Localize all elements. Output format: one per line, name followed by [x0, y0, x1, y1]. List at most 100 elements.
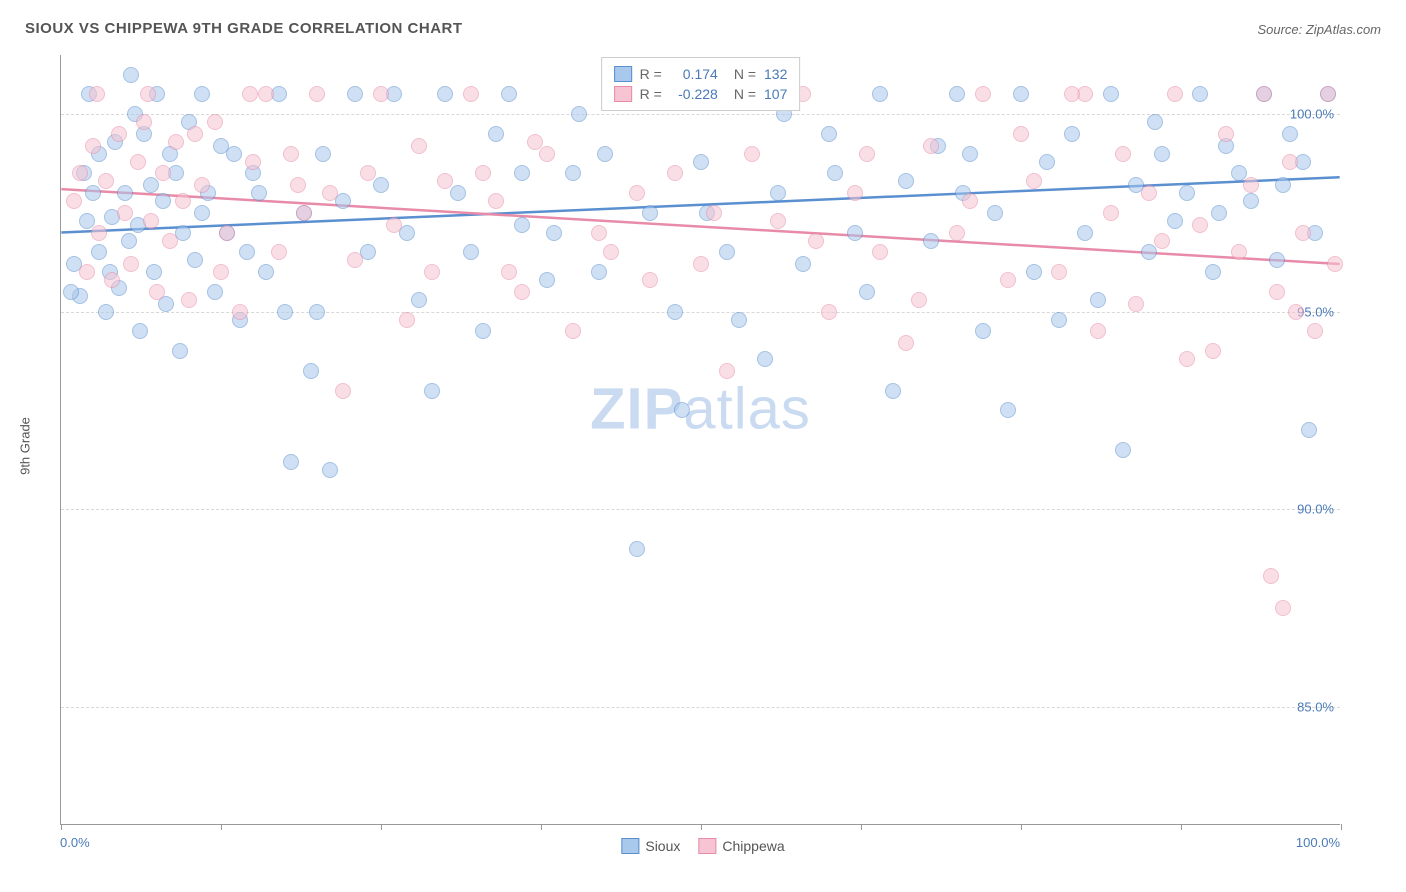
- x-tick: [1021, 824, 1022, 830]
- data-point: [629, 185, 645, 201]
- data-point: [194, 205, 210, 221]
- data-point: [565, 323, 581, 339]
- data-point: [827, 165, 843, 181]
- data-point: [859, 146, 875, 162]
- legend-row: R =-0.228N =107: [614, 84, 788, 104]
- data-point: [226, 146, 242, 162]
- data-point: [1275, 600, 1291, 616]
- data-point: [111, 280, 127, 296]
- x-tick: [1341, 824, 1342, 830]
- data-point: [1307, 225, 1323, 241]
- legend-swatch: [698, 838, 716, 854]
- data-point: [539, 146, 555, 162]
- data-point: [89, 86, 105, 102]
- data-point: [411, 138, 427, 154]
- data-point: [885, 383, 901, 399]
- data-point: [501, 86, 517, 102]
- data-point: [63, 284, 79, 300]
- data-point: [1218, 138, 1234, 154]
- data-point: [821, 126, 837, 142]
- data-point: [335, 193, 351, 209]
- data-point: [1051, 264, 1067, 280]
- data-point: [706, 205, 722, 221]
- data-point: [1256, 86, 1272, 102]
- legend-row: R =0.174N =132: [614, 64, 788, 84]
- data-point: [296, 205, 312, 221]
- data-point: [1147, 114, 1163, 130]
- data-point: [1307, 323, 1323, 339]
- data-point: [373, 177, 389, 193]
- data-point: [79, 213, 95, 229]
- data-point: [335, 383, 351, 399]
- data-point: [847, 225, 863, 241]
- gridline: [61, 707, 1340, 708]
- data-point: [158, 296, 174, 312]
- data-point: [1167, 213, 1183, 229]
- data-point: [1320, 86, 1336, 102]
- data-point: [1211, 205, 1227, 221]
- source-attribution: Source: ZipAtlas.com: [1257, 22, 1381, 37]
- data-point: [923, 233, 939, 249]
- data-point: [155, 165, 171, 181]
- data-point: [565, 165, 581, 181]
- data-point: [949, 86, 965, 102]
- data-point: [219, 225, 235, 241]
- data-point: [1128, 296, 1144, 312]
- data-point: [187, 126, 203, 142]
- legend-n-label: N =: [734, 66, 756, 82]
- data-point: [731, 312, 747, 328]
- data-point: [1103, 86, 1119, 102]
- data-point: [674, 402, 690, 418]
- gridline: [61, 509, 1340, 510]
- legend-swatch: [614, 66, 632, 82]
- data-point: [1275, 177, 1291, 193]
- data-point: [475, 165, 491, 181]
- legend-r-value: -0.228: [670, 86, 718, 102]
- data-point: [187, 252, 203, 268]
- data-point: [149, 86, 165, 102]
- data-point: [642, 205, 658, 221]
- data-point: [1077, 86, 1093, 102]
- data-point: [1192, 217, 1208, 233]
- data-point: [770, 213, 786, 229]
- data-point: [898, 173, 914, 189]
- legend-swatch: [614, 86, 632, 102]
- data-point: [245, 165, 261, 181]
- data-point: [290, 177, 306, 193]
- legend-n-value: 107: [764, 86, 787, 102]
- data-point: [66, 256, 82, 272]
- data-point: [181, 292, 197, 308]
- data-point: [175, 225, 191, 241]
- y-tick-label: 100.0%: [1290, 107, 1334, 122]
- data-point: [162, 233, 178, 249]
- data-point: [162, 146, 178, 162]
- data-point: [104, 209, 120, 225]
- data-point: [962, 193, 978, 209]
- gridline: [61, 312, 1340, 313]
- data-point: [1320, 86, 1336, 102]
- data-point: [1039, 154, 1055, 170]
- data-point: [232, 312, 248, 328]
- data-point: [347, 252, 363, 268]
- data-point: [181, 114, 197, 130]
- data-point: [501, 264, 517, 280]
- data-point: [719, 244, 735, 260]
- data-point: [1141, 244, 1157, 260]
- data-point: [699, 205, 715, 221]
- data-point: [923, 138, 939, 154]
- data-point: [1269, 252, 1285, 268]
- data-point: [930, 138, 946, 154]
- trend-line: [61, 177, 1339, 232]
- data-point: [168, 134, 184, 150]
- data-point: [808, 233, 824, 249]
- data-point: [143, 213, 159, 229]
- data-point: [104, 272, 120, 288]
- data-point: [1301, 422, 1317, 438]
- trend-line: [61, 189, 1339, 264]
- data-point: [66, 193, 82, 209]
- data-point: [102, 264, 118, 280]
- trend-lines-layer: [61, 55, 1340, 824]
- data-point: [107, 134, 123, 150]
- data-point: [911, 292, 927, 308]
- data-point: [1205, 264, 1221, 280]
